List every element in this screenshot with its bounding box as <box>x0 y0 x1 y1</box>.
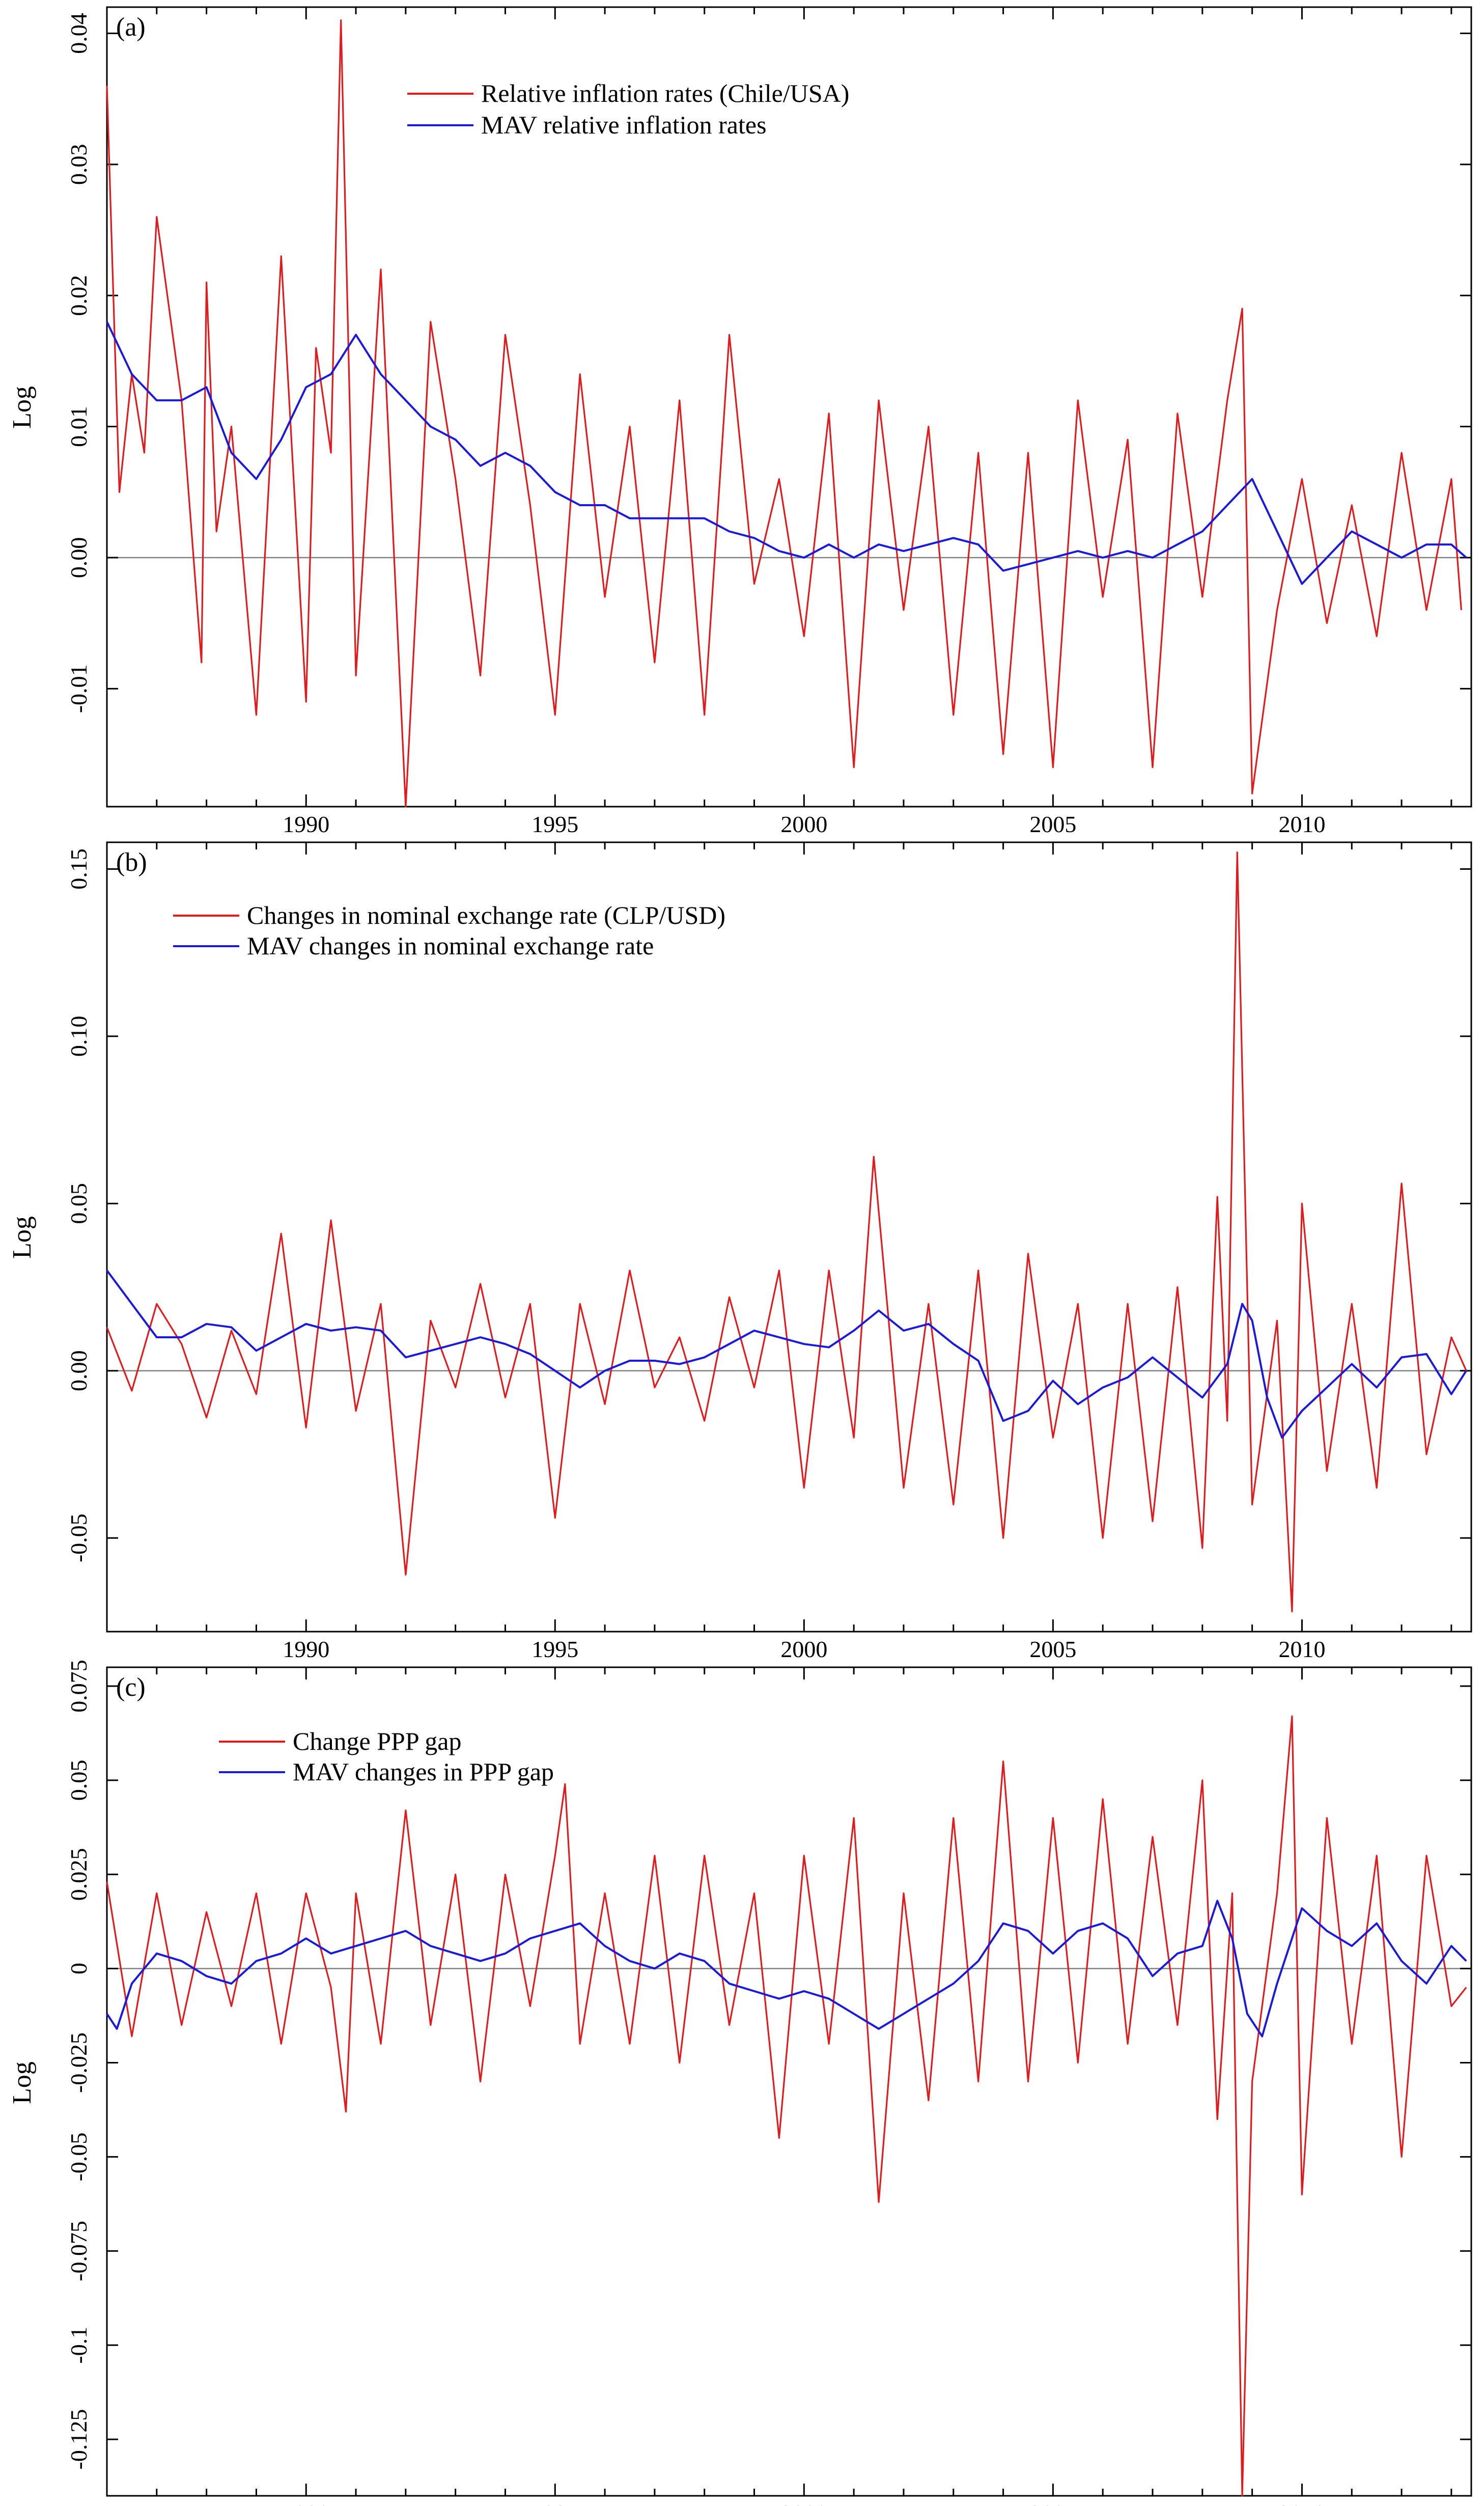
panel-b-y-tick-label: -0.05 <box>66 1513 92 1562</box>
panel-c-frame <box>106 1666 1472 2497</box>
panel-c-y-tick-label: -0.125 <box>66 2409 92 2470</box>
panel-b-legend: Changes in nominal exchange rate (CLP/US… <box>173 901 725 960</box>
panel-b-x-tick-label: 2000 <box>780 1636 827 1662</box>
panel-b: (b) Log -0.05 0.00 0.05 0.10 0.15 1990 1995 20… <box>8 841 1472 1662</box>
panel-b-y-tick-label: 0.00 <box>66 1350 92 1391</box>
panel-a-series-actual-line <box>106 19 1462 808</box>
panel-c-series-actual-line <box>106 1715 1467 2497</box>
panel-c-legend-label-1: Change PPP gap <box>293 1727 462 1755</box>
panel-b-x-tick-label: 1990 <box>283 1636 329 1662</box>
panel-b-y-tick-label: 0.15 <box>66 848 92 890</box>
panel-a-series <box>106 19 1467 808</box>
panel-b-x-tick-label: 1995 <box>531 1636 578 1662</box>
panel-c-y-tick-label: 0 <box>66 1963 92 1974</box>
panel-a: (a) Log -0.010.000.010.020.030.04 1990 19… <box>8 6 1472 837</box>
panel-a-y-tick-label: 0.01 <box>66 406 92 447</box>
panel-c-x-tick-label: 2010 <box>1278 2500 1325 2506</box>
panel-c-x-tick-label: 2005 <box>1029 2500 1076 2506</box>
panel-c-series <box>106 1715 1467 2497</box>
panel-a-ylabel: Log <box>8 386 37 429</box>
panel-c-y-tick-label: -0.075 <box>66 2221 92 2281</box>
panel-a-legend-label-2: MAV relative inflation rates <box>481 111 767 139</box>
panel-a-legend: Relative inflation rates (Chile/USA) MAV… <box>407 79 849 139</box>
panel-c-x-tick-label: 2000 <box>780 2500 827 2506</box>
panel-c-ylabel: Log <box>8 2061 37 2104</box>
panel-a-x-tick-label: 1995 <box>531 811 578 837</box>
panel-a-y-tick-label: 0.02 <box>66 275 92 316</box>
panel-b-y-ticks: -0.05 0.00 0.05 0.10 0.15 <box>66 848 1471 1562</box>
panel-a-y-tick-label: 0.03 <box>66 144 92 185</box>
panel-b-ylabel: Log <box>8 1216 37 1259</box>
panel-c-y-tick-label: 0.075 <box>66 1660 92 1713</box>
panel-a-x-tick-label: 2010 <box>1278 811 1325 837</box>
panel-b-series <box>106 851 1467 1613</box>
panel-b-tag: (b) <box>116 848 147 877</box>
panel-a-frame <box>106 6 1472 808</box>
panel-c-y-ticks: -0.125 -0.1 -0.075 -0.05 -0.025 0 0.025 0.05 0.0… <box>66 1660 1471 2469</box>
panel-a-series-mav-line <box>106 321 1467 585</box>
panel-c-x-tick-label: 1995 <box>531 2500 578 2506</box>
panel-b-y-tick-label: 0.05 <box>66 1183 92 1224</box>
panel-a-y-tick-label: 0.00 <box>66 537 92 579</box>
panel-a-x-tick-label: 1990 <box>283 811 329 837</box>
panel-a-y-ticks: -0.01 0.00 0.01 0.02 0.03 0.04 <box>66 13 1471 713</box>
panel-c: (c) Log -0.125 -0.1 -0.075 -0.05 -0.025 0 0.02… <box>8 1660 1472 2506</box>
panel-c-y-tick-label: -0.025 <box>66 2032 92 2093</box>
panel-c-tag: (c) <box>116 1673 146 1702</box>
panel-c-y-tick-label: 0.025 <box>66 1848 92 1901</box>
panel-b-y-tick-label: 0.10 <box>66 1016 92 1057</box>
panel-c-legend: Change PPP gap MAV changes in PPP gap <box>219 1727 554 1786</box>
panel-a-y-tick-label: 0.04 <box>66 13 92 54</box>
panel-b-series-actual-line <box>106 851 1467 1613</box>
panel-c-legend-label-2: MAV changes in PPP gap <box>293 1757 554 1786</box>
panel-b-legend-label-2: MAV changes in nominal exchange rate <box>247 931 654 960</box>
panel-b-legend-label-1: Changes in nominal exchange rate (CLP/US… <box>247 901 725 929</box>
panel-a-legend-label-1: Relative inflation rates (Chile/USA) <box>481 79 849 107</box>
panel-b-x-ticks: 1990 1995 2000 2005 2010 <box>106 842 1452 1662</box>
panel-b-series-mav-line <box>106 1270 1467 1439</box>
panel-a-tag: (a) <box>116 13 146 42</box>
panel-a-y-tick-label: -0.01 <box>66 664 92 713</box>
panel-c-x-ticks: 1990 1995 2000 2005 2010 <box>106 1667 1452 2506</box>
panel-a-x-tick-label: 2000 <box>780 811 827 837</box>
panel-a-x-ticks: 1990 1995 2000 2005 2010 <box>106 7 1452 837</box>
panel-c-y-tick-label: -0.05 <box>66 2132 92 2181</box>
panel-b-x-tick-label: 2005 <box>1029 1636 1076 1662</box>
panel-c-y-tick-label: -0.1 <box>66 2327 92 2364</box>
panel-b-x-tick-label: 2010 <box>1278 1636 1325 1662</box>
panel-c-series-mav-line <box>106 1899 1467 2037</box>
panel-a-x-tick-label: 2005 <box>1029 811 1076 837</box>
panel-b-frame <box>106 841 1472 1633</box>
panel-c-x-tick-label: 1990 <box>283 2500 329 2506</box>
panel-c-y-tick-label: 0.05 <box>66 1760 92 1801</box>
